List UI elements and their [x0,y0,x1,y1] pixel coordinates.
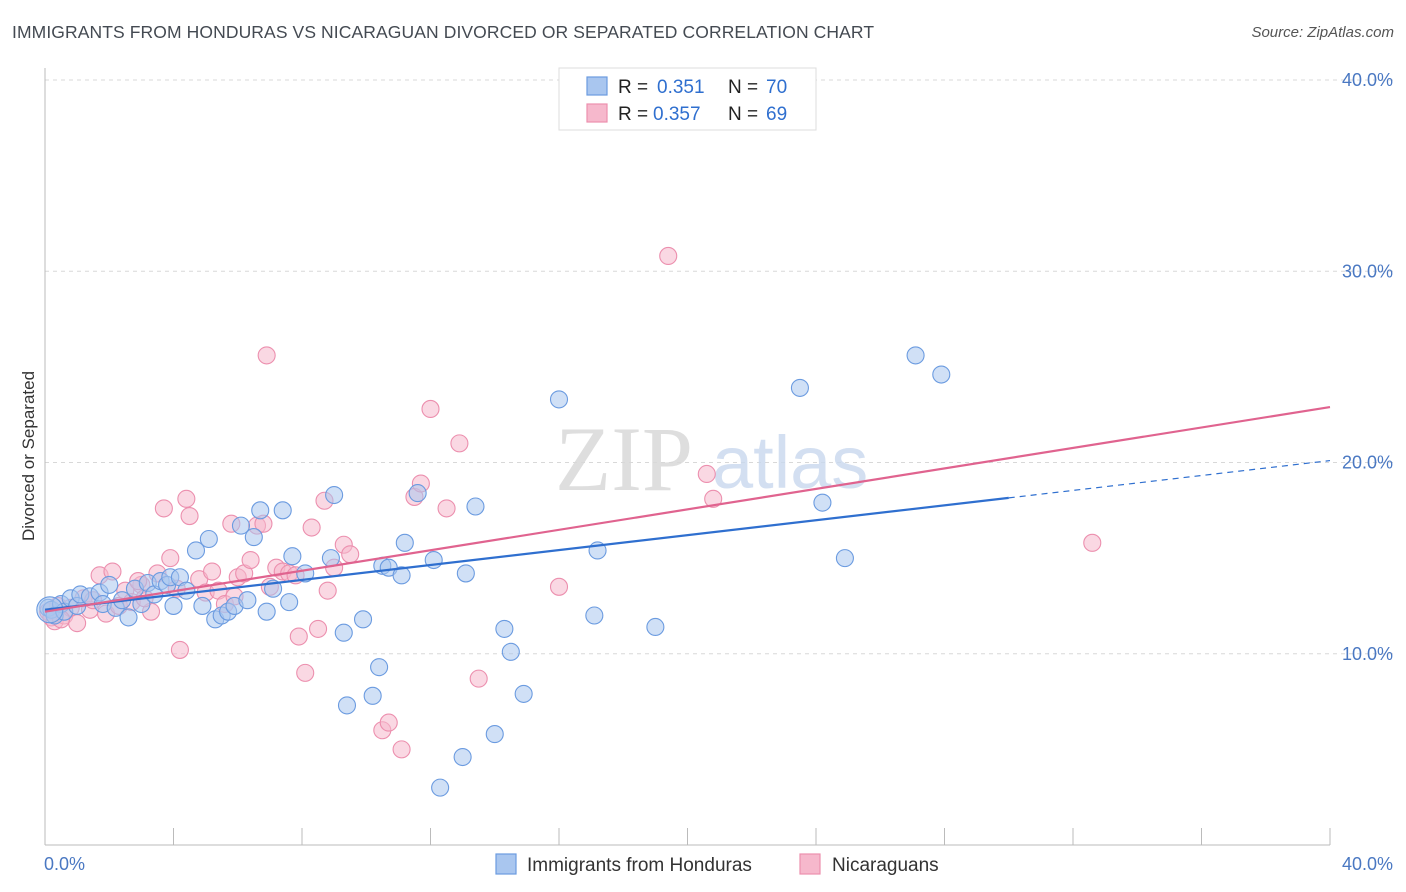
point-nicaraguans [177,489,196,508]
x-tick-label: 40.0% [1342,854,1393,874]
legend-r-value: 0.357 [653,104,701,125]
point-nicaraguans [161,549,180,568]
point-nicaraguans [1083,533,1102,552]
point-honduras [363,686,382,705]
point-honduras [549,390,569,409]
point-honduras [466,497,485,516]
point-nicaraguans [257,346,276,365]
point-honduras [244,528,263,547]
legend-r-value: 0.351 [657,77,705,98]
chart-title: IMMIGRANTS FROM HONDURAS VS NICARAGUAN D… [12,22,875,42]
watermark-atlas: atlas [712,421,868,504]
point-nicaraguans [302,518,321,537]
trend-line-nicaraguans [44,405,1331,613]
point-nicaraguans [659,246,678,265]
chart-source: Source: ZipAtlas.com [1251,24,1394,41]
legend-n-value: 69 [766,104,787,125]
legend-r-label: R = [618,77,648,98]
point-honduras [321,549,340,568]
y-tick-label: 10.0% [1342,644,1393,664]
trend-layer [44,405,1331,613]
point-nicaraguans [549,577,569,596]
axis-layer: 10.0% 20.0% 30.0% 40.0% 0.0% 40.0% [44,68,1393,874]
point-nicaraguans [421,399,440,419]
point-nicaraguans [180,506,199,526]
point-honduras [325,485,344,505]
point-honduras [790,378,809,397]
point-honduras [395,533,414,552]
point-honduras [646,617,665,637]
point-nicaraguans [309,619,328,638]
bottom-legend: Immigrants from Honduras Nicaraguans [495,853,939,876]
point-nicaraguans [170,640,189,659]
point-honduras [835,549,854,568]
point-nicaraguans [704,489,723,508]
trend-line-honduras [44,496,1009,611]
legend-swatch-honduras [586,76,608,96]
point-nicaraguans [341,545,360,564]
legend-n-value: 70 [766,77,787,98]
point-honduras [813,493,832,512]
point-nicaraguans [392,740,411,759]
point-honduras [283,547,302,566]
point-honduras [280,593,299,612]
point-honduras [257,602,276,621]
point-honduras [238,591,257,610]
x-tick-label: 0.0% [44,854,85,874]
point-honduras [337,696,357,715]
point-nicaraguans [379,713,398,732]
point-nicaraguans [203,562,222,581]
point-honduras [353,610,373,629]
point-honduras [514,684,533,703]
point-nicaraguans [241,550,260,570]
bottom-legend-label-nicaraguans: Nicaraguans [832,855,939,876]
point-honduras [370,658,389,677]
point-honduras [585,606,604,625]
point-honduras [193,596,212,615]
point-honduras [100,575,119,594]
legend-r-label: R = [618,104,648,125]
point-honduras [334,623,353,642]
legend-swatch-nicaraguans [586,103,608,123]
point-honduras [392,566,411,585]
point-honduras [456,564,475,583]
legend: R = 0.351 N = 70 R = 0.357 N = 69 [558,67,817,131]
point-honduras [251,501,270,520]
points-layer [36,246,1102,797]
bottom-legend-label-honduras: Immigrants from Honduras [527,855,752,876]
y-tick-label: 30.0% [1342,261,1393,281]
point-honduras [199,529,218,549]
y-tick-label: 20.0% [1342,453,1393,473]
point-honduras [186,541,206,560]
point-honduras [231,516,251,535]
point-nicaraguans [154,499,173,518]
y-tick-label: 40.0% [1342,70,1393,90]
point-nicaraguans [437,499,456,518]
point-honduras [485,725,504,744]
legend-n-label: N = [728,104,758,125]
point-nicaraguans [289,627,308,646]
point-nicaraguans [697,464,716,484]
y-axis-title: Divorced or Separated [19,371,38,541]
bottom-legend-swatch-honduras [495,853,517,875]
point-honduras [932,365,951,384]
watermark-zip: ZIP [555,408,693,510]
point-honduras [408,484,427,503]
point-honduras [495,619,514,638]
point-honduras [164,596,183,615]
legend-n-label: N = [728,77,758,98]
point-nicaraguans [318,581,337,600]
point-nicaraguans [296,663,315,682]
point-nicaraguans [450,434,469,453]
point-honduras [906,346,925,365]
trend-line-honduras-dashed [1008,459,1331,499]
point-nicaraguans [469,669,488,688]
point-honduras [119,608,138,627]
point-honduras [501,642,520,661]
point-honduras [273,501,292,520]
bottom-legend-swatch-nicaraguans [799,853,821,875]
point-honduras [431,778,450,797]
point-honduras [453,747,472,767]
